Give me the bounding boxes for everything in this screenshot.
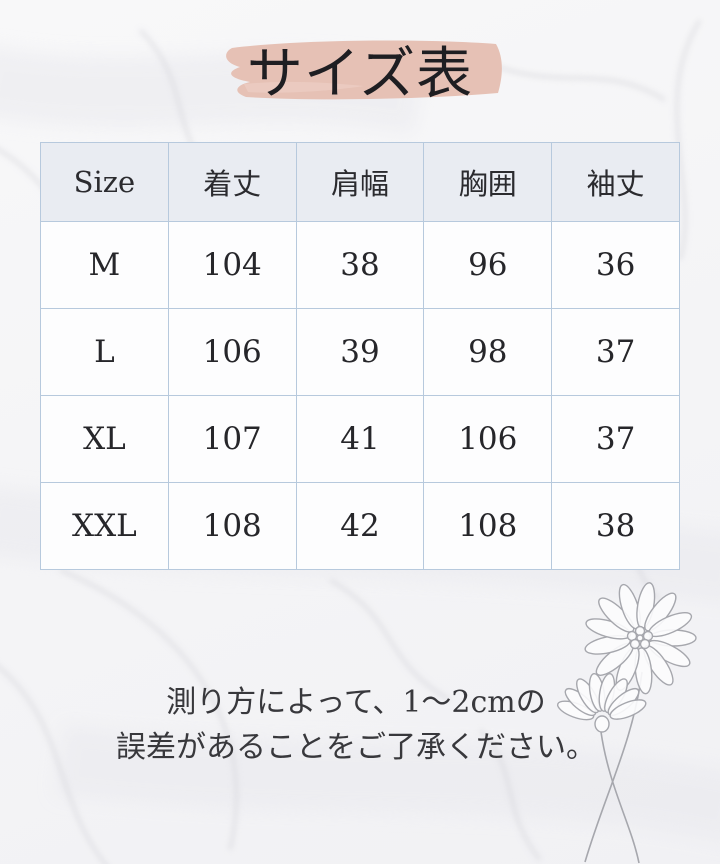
value-cell: 37 (551, 395, 680, 483)
size-cell: XL (40, 395, 169, 483)
value-cell: 39 (295, 308, 425, 396)
daisy-side-flower (556, 672, 647, 733)
title-section: サイズ表 (0, 0, 720, 130)
column-header: 肩幅 (295, 142, 425, 222)
table-row: L 106 39 98 37 (40, 308, 680, 396)
size-table-head: Size 着丈 肩幅 胸囲 袖丈 (40, 142, 680, 222)
column-header: Size (40, 142, 169, 222)
table-row: XL 107 41 106 37 (40, 395, 680, 483)
column-header: 袖丈 (551, 142, 680, 222)
value-cell: 106 (423, 395, 553, 483)
value-cell: 38 (295, 221, 425, 309)
value-cell: 38 (551, 482, 680, 570)
note-line-2: 誤差があることをご了承ください。 (116, 730, 596, 765)
size-cell: M (40, 221, 169, 309)
column-header: 着丈 (167, 142, 297, 222)
size-table-header-row: Size 着丈 肩幅 胸囲 袖丈 (40, 142, 680, 222)
value-cell: 108 (167, 482, 297, 570)
size-cell: L (40, 308, 169, 396)
column-header: 胸囲 (423, 142, 553, 222)
brush-stroke-accent (226, 40, 502, 100)
table-row: M 104 38 96 36 (40, 221, 680, 309)
value-cell: 106 (167, 308, 297, 396)
size-cell: XXL (40, 482, 169, 570)
value-cell: 37 (551, 308, 680, 396)
note-line-1: 測り方によって、1〜2cmの (166, 685, 546, 720)
page-title: サイズ表 (246, 42, 474, 107)
value-cell: 41 (295, 395, 425, 483)
measurement-note: 測り方によって、1〜2cmの 誤差があることをご了承ください。 (0, 680, 712, 770)
value-cell: 98 (423, 308, 553, 396)
value-cell: 96 (423, 221, 553, 309)
size-table-body: M 104 38 96 36 L 106 39 98 37 XL 107 41 106 37 XXL 108 42… (40, 221, 680, 570)
daisy-top-flower (584, 582, 697, 695)
value-cell: 107 (167, 395, 297, 483)
value-cell: 42 (295, 482, 425, 570)
daisy-flowers-illustration (556, 582, 697, 864)
size-table: Size 着丈 肩幅 胸囲 袖丈 M 104 38 96 36 L 106 39 98 37 XL 107 41… (40, 142, 680, 570)
table-row: XXL 108 42 108 38 (40, 482, 680, 570)
value-cell: 36 (551, 221, 680, 309)
value-cell: 108 (423, 482, 553, 570)
value-cell: 104 (167, 221, 297, 309)
